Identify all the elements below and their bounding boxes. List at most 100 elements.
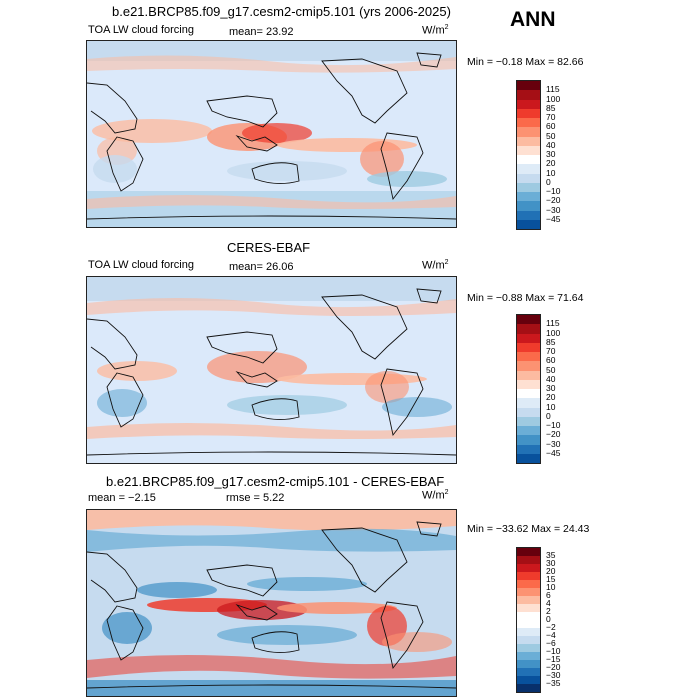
- colorbar-swatch: [517, 352, 540, 362]
- panel-2-title: CERES-EBAF: [227, 240, 311, 255]
- colorbar-swatch: [517, 652, 540, 660]
- colorbar-tick-label: 0: [546, 614, 551, 624]
- colorbar-swatch: [517, 453, 540, 463]
- colorbar-tick-label: 100: [546, 93, 561, 104]
- colorbar-swatch: [517, 444, 540, 454]
- colorbar-swatch: [517, 676, 540, 684]
- colorbar-tick-label: −10: [546, 186, 561, 196]
- panel-2-variable-label: TOA LW cloud forcing: [88, 259, 194, 271]
- colorbar-tick-label: 30: [546, 558, 556, 568]
- colorbar-tick-label: 20: [546, 392, 556, 403]
- colorbar-swatch: [517, 668, 540, 676]
- colorbar-swatch: [517, 145, 540, 155]
- colorbar-tick-label: 85: [546, 336, 556, 347]
- colorbar-swatch: [517, 342, 540, 352]
- panel-2-minmax: Min = −0.88 Max = 71.64: [467, 292, 584, 304]
- colorbar-tick-label: −35: [546, 678, 561, 688]
- panel-2-units: W/m2: [422, 259, 449, 272]
- colorbar-tick-label: −45: [546, 447, 561, 458]
- colorbar-tick-label: 10: [546, 401, 556, 412]
- colorbar-tick-label: 50: [546, 364, 556, 375]
- panel-3-colorbar: [516, 547, 541, 693]
- colorbar-swatch: [517, 136, 540, 146]
- colorbar-swatch: [517, 660, 540, 668]
- colorbar-swatch: [517, 219, 540, 229]
- panel-1-colorbar: [516, 80, 541, 230]
- panel-1-map-plot: [87, 41, 456, 227]
- colorbar-tick-label: −45: [546, 213, 561, 224]
- colorbar-swatch: [517, 315, 540, 325]
- colorbar-swatch: [517, 173, 540, 183]
- colorbar-tick-label: 60: [546, 355, 556, 366]
- panel-3-map: [86, 509, 457, 697]
- panel-1-title: b.e21.BRCP85.f09_g17.cesm2-cmip5.101 (yr…: [112, 4, 451, 19]
- colorbar-swatch: [517, 389, 540, 399]
- colorbar-swatch: [517, 588, 540, 596]
- colorbar-swatch: [517, 684, 540, 692]
- colorbar-tick-label: 30: [546, 383, 556, 393]
- colorbar-tick-label: 85: [546, 102, 556, 113]
- colorbar-tick-label: −30: [546, 438, 561, 449]
- colorbar-swatch: [517, 99, 540, 109]
- colorbar-swatch: [517, 210, 540, 220]
- panel-3-title: b.e21.BRCP85.f09_g17.cesm2-cmip5.101 - C…: [106, 474, 445, 489]
- colorbar-tick-label: 6: [546, 590, 551, 600]
- colorbar-swatch: [517, 108, 540, 118]
- panel-1-variable-label: TOA LW cloud forcing: [88, 24, 194, 36]
- panel-2-colorbar: [516, 314, 541, 464]
- colorbar-tick-label: −30: [546, 670, 561, 680]
- colorbar-tick-label: 60: [546, 121, 556, 132]
- colorbar-swatch: [517, 564, 540, 572]
- colorbar-tick-label: 115: [546, 318, 560, 329]
- colorbar-tick-label: 35: [546, 550, 556, 560]
- colorbar-swatch: [517, 370, 540, 380]
- colorbar-tick-label: −4: [546, 630, 556, 640]
- colorbar-swatch: [517, 192, 540, 202]
- colorbar-tick-label: 0: [546, 176, 551, 187]
- colorbar-tick-label: 20: [546, 566, 556, 576]
- colorbar-tick-label: −30: [546, 204, 561, 215]
- colorbar-swatch: [517, 604, 540, 612]
- colorbar-tick-label: −20: [546, 195, 561, 206]
- panel-1-mean: mean= 23.92: [229, 26, 294, 38]
- colorbar-tick-label: 10: [546, 582, 556, 592]
- colorbar-swatch: [517, 572, 540, 580]
- colorbar-swatch: [517, 644, 540, 652]
- colorbar-swatch: [517, 324, 540, 334]
- panel-3-map-plot: [87, 510, 456, 696]
- colorbar-swatch: [517, 164, 540, 174]
- colorbar-swatch: [517, 407, 540, 417]
- colorbar-swatch: [517, 636, 540, 644]
- colorbar-swatch: [517, 90, 540, 100]
- colorbar-tick-label: 70: [546, 346, 556, 356]
- colorbar-swatch: [517, 426, 540, 436]
- panel-2-mean: mean= 26.06: [229, 261, 294, 273]
- colorbar-tick-label: 70: [546, 112, 556, 122]
- panel-1-minmax: Min = −0.18 Max = 82.66: [467, 56, 584, 68]
- colorbar-swatch: [517, 596, 540, 604]
- colorbar-tick-label: −2: [546, 622, 556, 632]
- panel-1-map: [86, 40, 457, 228]
- colorbar-tick-label: 50: [546, 130, 556, 141]
- panel-3-rmse: rmse = 5.22: [226, 492, 285, 504]
- colorbar-tick-label: 30: [546, 149, 556, 159]
- colorbar-tick-label: 4: [546, 598, 551, 608]
- colorbar-tick-label: 10: [546, 167, 556, 178]
- colorbar-swatch: [517, 548, 540, 556]
- colorbar-swatch: [517, 333, 540, 343]
- colorbar-swatch: [517, 182, 540, 192]
- colorbar-tick-label: 15: [546, 574, 556, 584]
- colorbar-swatch: [517, 556, 540, 564]
- panel-3-mean: mean = −2.15: [88, 492, 156, 504]
- panel-3-minmax: Min = −33.62 Max = 24.43: [467, 523, 590, 535]
- colorbar-swatch: [517, 620, 540, 628]
- panel-3-units: W/m2: [422, 489, 449, 502]
- colorbar-swatch: [517, 155, 540, 165]
- panel-1-units: W/m2: [422, 24, 449, 37]
- colorbar-tick-label: −20: [546, 662, 561, 672]
- colorbar-swatch: [517, 118, 540, 128]
- colorbar-swatch: [517, 628, 540, 636]
- colorbar-tick-label: 20: [546, 158, 556, 169]
- colorbar-swatch: [517, 580, 540, 588]
- colorbar-tick-label: −6: [546, 638, 556, 648]
